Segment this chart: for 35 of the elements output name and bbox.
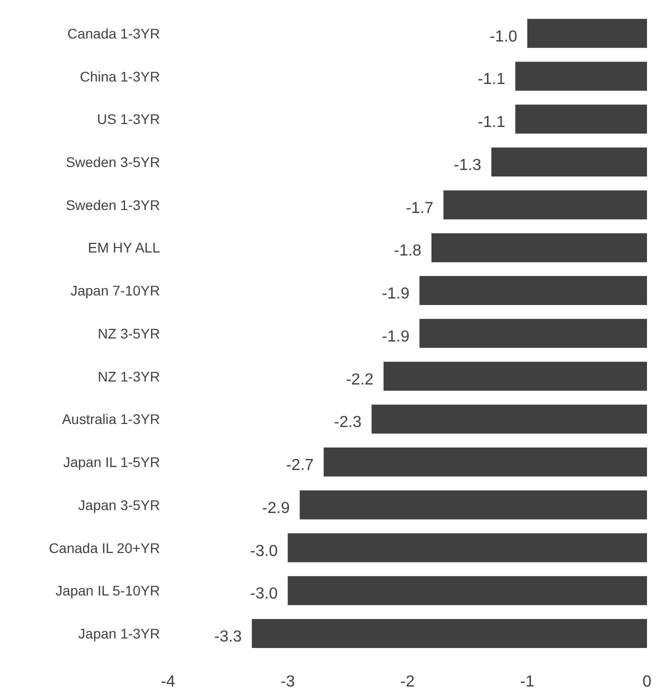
data-label: -1.1 bbox=[478, 114, 506, 132]
data-label: -2.7 bbox=[286, 457, 314, 474]
data-label: -3.0 bbox=[250, 586, 278, 603]
y-tick-label: NZ 3-5YR bbox=[98, 325, 160, 342]
y-tick-label: Canada IL 20+YR bbox=[48, 540, 160, 556]
data-label: -2.3 bbox=[334, 414, 362, 432]
data-label: -1.0 bbox=[490, 28, 518, 46]
data-label: -1.9 bbox=[382, 328, 410, 346]
data-label: -1.9 bbox=[382, 286, 410, 303]
y-tick-label: Japan IL 5-10YR bbox=[55, 582, 160, 599]
y-tick-label: Japan 1-3YR bbox=[78, 626, 160, 642]
x-tick-label: -4 bbox=[160, 673, 176, 690]
y-tick-label: Sweden 1-3YR bbox=[66, 196, 160, 213]
x-tick-label: -1 bbox=[520, 673, 534, 690]
data-label: -1.8 bbox=[394, 242, 422, 260]
y-tick-label: EM HY ALL bbox=[88, 240, 160, 256]
y-tick-label: Sweden 3-5YR bbox=[66, 154, 160, 170]
x-tick-label: -2 bbox=[400, 673, 415, 690]
y-tick-label: NZ 1-3YR bbox=[98, 368, 160, 384]
data-label: -1.7 bbox=[406, 200, 434, 217]
data-label: -3.0 bbox=[250, 542, 278, 560]
y-tick-label: Japan 3-5YR bbox=[78, 496, 160, 513]
data-label: -2.2 bbox=[346, 371, 374, 388]
data-label: -2.9 bbox=[262, 500, 290, 517]
data-label: -3.3 bbox=[214, 628, 242, 646]
y-tick-label: Australia 1-3YR bbox=[62, 411, 160, 428]
y-tick-label: Canada 1-3YR bbox=[67, 25, 160, 42]
y-tick-label: Japan 7-10YR bbox=[70, 282, 160, 299]
y-tick-label: US 1-3YR bbox=[96, 111, 160, 128]
data-label: -1.1 bbox=[478, 71, 506, 88]
y-tick-label: Japan IL 1-5YR bbox=[63, 454, 160, 470]
data-label: -1.3 bbox=[454, 156, 482, 174]
y-tick-label: China 1-3YR bbox=[80, 68, 160, 84]
x-tick-label: 0 bbox=[642, 673, 652, 690]
x-tick-label: -3 bbox=[280, 673, 295, 690]
